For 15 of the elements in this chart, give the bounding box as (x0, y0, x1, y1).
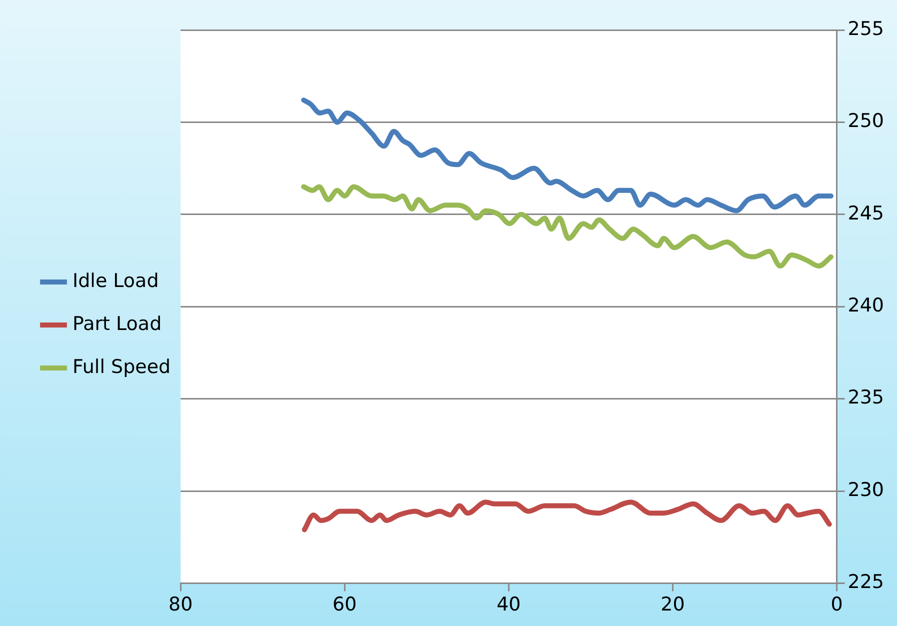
y-tick-label: 240 (848, 294, 884, 317)
y-tick-label: 250 (848, 110, 884, 132)
x-tick-label: 0 (830, 594, 843, 616)
y-tick-label: 235 (848, 386, 884, 409)
y-tick-label: 230 (848, 478, 884, 501)
y-tick-label: 245 (848, 202, 884, 224)
legend-label: Part Load (72, 312, 162, 335)
x-tick-label: 40 (496, 594, 521, 616)
legend-label: Full Speed (72, 356, 171, 378)
x-tick-label: 60 (332, 594, 357, 616)
y-tick-label: 255 (848, 18, 884, 40)
x-tick-label: 80 (168, 594, 193, 616)
y-tick-label: 225 (848, 571, 884, 594)
x-tick-label: 20 (660, 594, 685, 616)
legend-label: Idle Load (72, 270, 159, 292)
